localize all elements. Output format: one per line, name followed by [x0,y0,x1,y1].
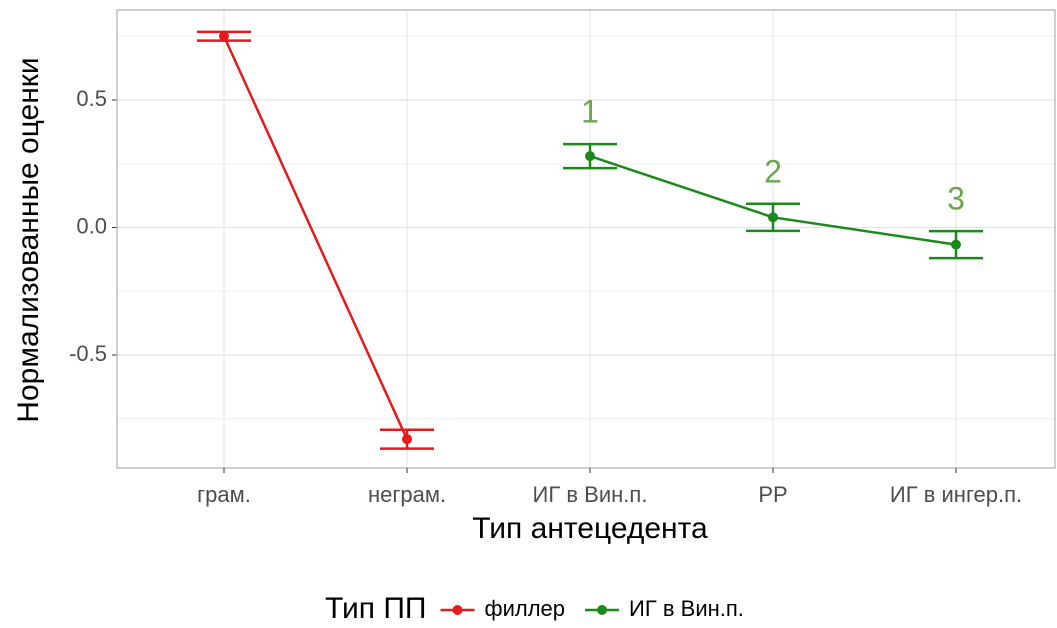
point [402,434,412,445]
point [219,31,229,42]
x-tick-label: неграм. [368,482,446,507]
x-tick-label: РР [758,482,787,507]
point-label: 1 [581,94,599,130]
legend-swatch-point [597,605,608,615]
point [585,151,595,162]
point-label: 3 [947,181,965,217]
legend-label: ИГ в Вин.п. [629,596,744,621]
x-tick-label: грам. [197,482,251,507]
plot-border [116,9,1056,469]
point-label: 2 [764,153,782,189]
legend-title: Тип ПП [325,592,426,625]
legend-label: филлер [484,596,565,621]
legend-swatch-point [452,605,463,615]
series-line [222,35,409,440]
y-tick-label: -0.5 [69,341,107,366]
x-tick-label: ИГ в ингер.п. [890,482,1022,507]
y-tick-label: 0.0 [76,213,107,238]
point [951,239,961,250]
y-axis-title: Нормализованные оценки [12,57,45,422]
point [768,212,778,223]
y-tick-label: 0.5 [76,86,107,111]
x-tick-label: ИГ в Вин.п. [533,482,648,507]
x-axis-title: Тип антецедента [472,512,708,545]
